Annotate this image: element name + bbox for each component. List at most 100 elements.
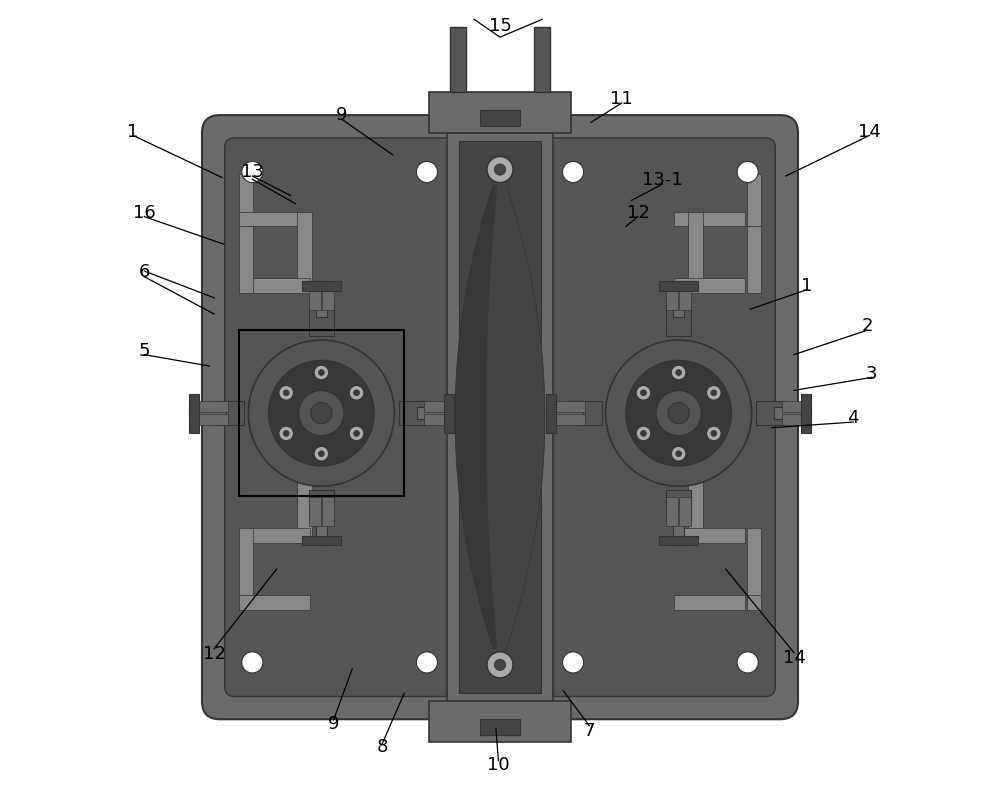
Bar: [747, 529, 761, 595]
Circle shape: [656, 391, 701, 436]
Bar: [673, 509, 684, 546]
Text: 12: 12: [203, 644, 226, 662]
Text: 1: 1: [127, 122, 139, 140]
Bar: [316, 281, 327, 318]
Bar: [189, 394, 199, 433]
FancyBboxPatch shape: [225, 139, 775, 697]
Circle shape: [668, 403, 689, 424]
Bar: [782, 414, 811, 426]
Bar: [659, 536, 698, 546]
Bar: [322, 281, 334, 311]
Circle shape: [299, 391, 344, 436]
Circle shape: [641, 390, 646, 397]
Circle shape: [606, 341, 752, 487]
Bar: [189, 408, 226, 419]
Bar: [199, 401, 228, 413]
Text: 1: 1: [801, 277, 813, 294]
Text: 2: 2: [861, 317, 873, 335]
Circle shape: [487, 157, 513, 183]
Bar: [480, 719, 520, 736]
Bar: [756, 401, 787, 426]
Circle shape: [318, 370, 324, 376]
Circle shape: [349, 427, 364, 441]
Bar: [297, 212, 312, 294]
Circle shape: [706, 427, 721, 441]
Bar: [302, 536, 341, 546]
Bar: [239, 331, 404, 496]
Text: 9: 9: [328, 714, 339, 732]
Bar: [534, 28, 550, 93]
Bar: [239, 212, 310, 227]
Circle shape: [269, 361, 374, 466]
Circle shape: [354, 431, 359, 437]
Bar: [666, 281, 678, 311]
Circle shape: [563, 162, 584, 183]
Circle shape: [737, 162, 758, 183]
Circle shape: [711, 431, 717, 437]
Circle shape: [636, 386, 651, 401]
Bar: [459, 142, 541, 693]
Circle shape: [494, 659, 506, 671]
Circle shape: [563, 652, 584, 673]
Bar: [747, 557, 761, 610]
Circle shape: [487, 652, 513, 678]
Text: 13: 13: [241, 163, 264, 181]
Text: 15: 15: [489, 17, 511, 35]
Bar: [688, 462, 703, 543]
Circle shape: [248, 341, 394, 487]
Circle shape: [349, 386, 364, 401]
Bar: [688, 212, 703, 294]
Circle shape: [242, 162, 263, 183]
Bar: [398, 401, 429, 426]
Circle shape: [706, 386, 721, 401]
Text: 12: 12: [627, 204, 649, 221]
Circle shape: [737, 652, 758, 673]
Bar: [480, 111, 520, 127]
Bar: [673, 281, 684, 318]
Bar: [447, 134, 553, 702]
Text: 13-1: 13-1: [642, 171, 683, 189]
Bar: [679, 497, 691, 526]
Text: 8: 8: [377, 737, 388, 755]
Bar: [747, 227, 761, 294]
Text: 16: 16: [133, 204, 156, 221]
Bar: [316, 509, 327, 546]
Polygon shape: [503, 187, 545, 649]
Bar: [239, 595, 310, 610]
Bar: [571, 401, 602, 426]
Bar: [556, 414, 585, 426]
Bar: [429, 702, 571, 742]
Bar: [417, 408, 454, 419]
Bar: [546, 408, 583, 419]
Bar: [213, 401, 244, 426]
Circle shape: [354, 390, 359, 397]
Circle shape: [318, 451, 324, 457]
Circle shape: [711, 390, 717, 397]
Bar: [666, 306, 691, 337]
Bar: [239, 557, 253, 610]
Bar: [774, 408, 811, 419]
Circle shape: [416, 652, 437, 673]
Bar: [556, 401, 585, 413]
Circle shape: [314, 447, 329, 461]
Circle shape: [676, 451, 682, 457]
Circle shape: [279, 386, 294, 401]
Polygon shape: [455, 187, 497, 649]
Circle shape: [279, 427, 294, 441]
Circle shape: [671, 366, 686, 380]
Bar: [239, 174, 253, 227]
Circle shape: [242, 652, 263, 673]
Text: 9: 9: [336, 106, 347, 124]
FancyBboxPatch shape: [202, 116, 798, 719]
Circle shape: [416, 162, 437, 183]
Text: 14: 14: [783, 648, 805, 666]
Bar: [239, 227, 253, 294]
Circle shape: [676, 370, 682, 376]
Bar: [322, 497, 334, 526]
Bar: [782, 401, 811, 413]
Bar: [674, 212, 745, 227]
Bar: [801, 394, 811, 433]
Bar: [239, 529, 253, 595]
Bar: [546, 394, 556, 433]
Bar: [674, 595, 745, 610]
